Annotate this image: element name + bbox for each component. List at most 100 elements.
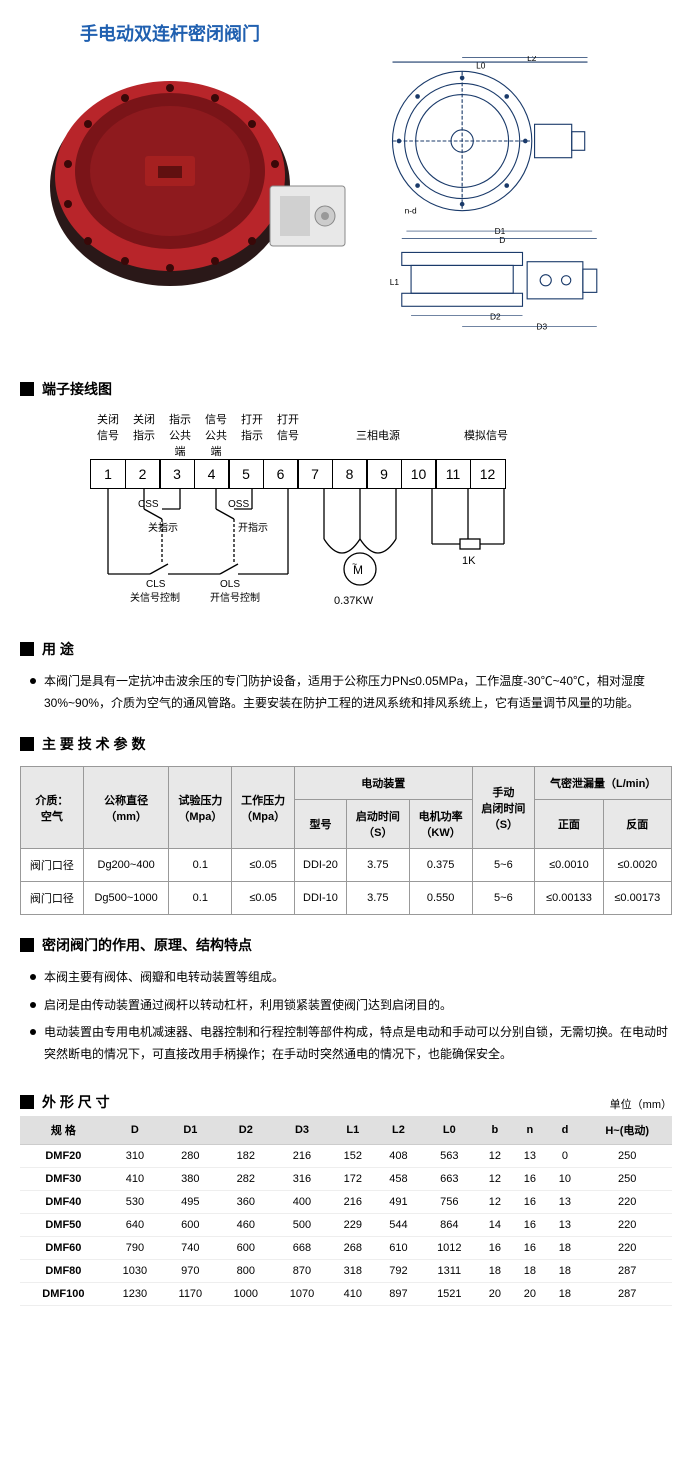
table-cell: ≤0.0010 (535, 849, 603, 882)
term-3: 3 (159, 459, 195, 489)
term-12: 12 (470, 459, 506, 489)
table-cell: 16 (477, 1236, 512, 1259)
table-cell: 563 (421, 1144, 477, 1167)
feature-bullet: 本阀主要有阀体、阀瓣和电转动装置等组成。 (30, 967, 672, 989)
t-lbl: 公共 (162, 427, 198, 443)
table-cell: 491 (376, 1190, 422, 1213)
table-cell: 1012 (421, 1236, 477, 1259)
table-cell: 970 (163, 1259, 218, 1282)
svg-text:~: ~ (352, 559, 357, 569)
term-4: 4 (194, 459, 230, 489)
term-2: 2 (125, 459, 161, 489)
table-cell: 16 (512, 1213, 547, 1236)
table-cell: 216 (274, 1144, 330, 1167)
table-cell: 182 (218, 1144, 274, 1167)
spec-table: 介质： 空气 公称直径 （mm） 试验压力 （Mpa） 工作压力 （Mpa） 电… (20, 766, 672, 915)
term-11: 11 (435, 459, 471, 489)
table-cell: 640 (107, 1213, 163, 1236)
square-bullet-icon (20, 737, 34, 751)
svg-text:开指示: 开指示 (238, 521, 268, 534)
table-cell: 663 (421, 1167, 477, 1190)
usage-text: 本阀门是具有一定抗冲击波余压的专门防护设备，适用于公称压力PN≤0.05MPa，… (44, 671, 672, 714)
t-lbl: 端 (162, 443, 198, 459)
table-cell: 0.550 (409, 882, 472, 915)
table-cell: 400 (274, 1190, 330, 1213)
table-cell: 20 (477, 1282, 512, 1305)
table-cell: 13 (512, 1144, 547, 1167)
terminal-boxes: 1 2 3 4 5 6 7 8 9 10 11 12 (90, 459, 632, 489)
table-cell: ≤0.0020 (603, 849, 671, 882)
table-cell: 410 (330, 1282, 376, 1305)
t-lbl: 打开 (234, 411, 270, 427)
svg-text:OLS: OLS (220, 579, 240, 590)
bullet-icon (30, 678, 36, 684)
table-header: L2 (376, 1116, 422, 1145)
table-cell: 897 (376, 1282, 422, 1305)
th: 正面 (535, 800, 603, 849)
page-title: 手电动双连杆密闭阀门 (80, 20, 672, 46)
section-dim: 外 形 尺 寸 (20, 1092, 110, 1112)
table-cell: 阀门口径 (21, 882, 84, 915)
svg-text:关指示: 关指示 (148, 521, 178, 534)
table-cell: 408 (376, 1144, 422, 1167)
table-header: L1 (330, 1116, 376, 1145)
feature-text: 电动装置由专用电机减速器、电器控制和行程控制等部件构成，特点是电动和手动可以分别… (44, 1022, 672, 1065)
th: 电动装置 (295, 767, 473, 800)
bullet-icon (30, 1002, 36, 1008)
svg-text:D: D (499, 235, 505, 245)
section-feature: 密闭阀门的作用、原理、结构特点 (20, 935, 672, 955)
table-cell: 250 (582, 1144, 672, 1167)
table-cell: 1521 (421, 1282, 477, 1305)
table-cell: 1230 (107, 1282, 163, 1305)
t-lbl: 模拟信号 (450, 427, 522, 443)
square-bullet-icon (20, 382, 34, 396)
table-cell: 12 (477, 1144, 512, 1167)
th: 手动 启闭时间 （S） (472, 767, 535, 849)
table-header: L0 (421, 1116, 477, 1145)
feature-bullet: 启闭是由传动装置通过阀杆以转动杠杆，利用锁紧装置使阀门达到启闭目的。 (30, 995, 672, 1017)
table-cell: 3.75 (346, 849, 409, 882)
table-cell: 458 (376, 1167, 422, 1190)
table-cell: 310 (107, 1144, 163, 1167)
bullet-icon (30, 974, 36, 980)
table-cell: 5~6 (472, 882, 535, 915)
table-cell: 220 (582, 1190, 672, 1213)
svg-text:0.37KW: 0.37KW (334, 595, 374, 607)
table-header: D (107, 1116, 163, 1145)
table-cell: Dg500~1000 (83, 882, 169, 915)
table-cell: 318 (330, 1259, 376, 1282)
section-usage: 用 途 (20, 639, 672, 659)
table-cell: 16 (512, 1167, 547, 1190)
table-cell: 870 (274, 1259, 330, 1282)
svg-text:D2: D2 (490, 311, 501, 321)
t-lbl: 信号 (90, 427, 126, 443)
t-lbl: 端 (198, 443, 234, 459)
t-lbl: 指示 (162, 411, 198, 427)
table-cell: 20 (512, 1282, 547, 1305)
table-cell: ≤0.00173 (603, 882, 671, 915)
table-cell: Dg200~400 (83, 849, 169, 882)
t-lbl: 信号 (198, 411, 234, 427)
th: 型号 (295, 800, 347, 849)
table-cell: 287 (582, 1259, 672, 1282)
table-cell: 360 (218, 1190, 274, 1213)
table-cell: 0 (547, 1144, 582, 1167)
svg-text:CLS: CLS (146, 579, 166, 590)
section-tech: 主 要 技 术 参 数 (20, 734, 672, 754)
table-cell: 1170 (163, 1282, 218, 1305)
table-cell: 460 (218, 1213, 274, 1236)
t-lbl (336, 411, 444, 427)
table-cell: 18 (547, 1282, 582, 1305)
table-cell: 756 (421, 1190, 477, 1213)
svg-text:n-d: n-d (405, 205, 417, 215)
table-header: 规 格 (20, 1116, 107, 1145)
table-header: d (547, 1116, 582, 1145)
table-header: D3 (274, 1116, 330, 1145)
table-cell: ≤0.05 (232, 849, 295, 882)
svg-text:L0: L0 (476, 61, 486, 71)
feature-text: 启闭是由传动装置通过阀杆以转动杠杆，利用锁紧装置使阀门达到启闭目的。 (44, 995, 452, 1017)
table-cell: 410 (107, 1167, 163, 1190)
table-cell: 18 (477, 1259, 512, 1282)
table-cell: 18 (547, 1259, 582, 1282)
square-bullet-icon (20, 642, 34, 656)
